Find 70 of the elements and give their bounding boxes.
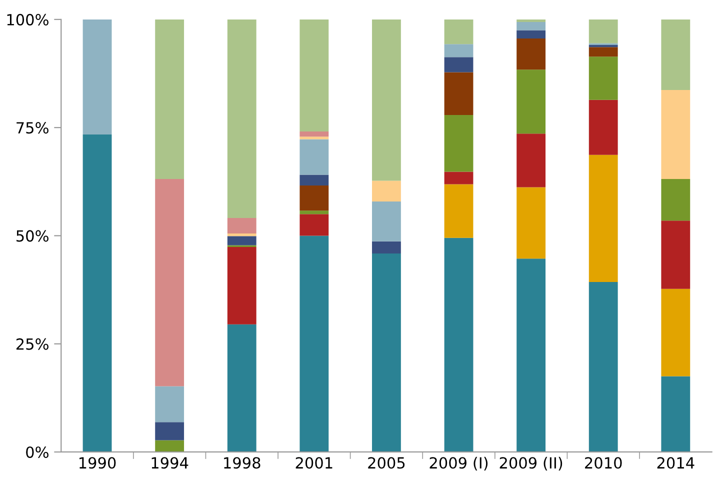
bar xyxy=(516,30,546,38)
bar xyxy=(516,70,546,134)
bar xyxy=(227,218,256,234)
bar xyxy=(516,22,546,30)
bar xyxy=(372,253,401,452)
bar xyxy=(588,19,618,44)
bar xyxy=(661,19,690,90)
x-tick-label: 1998 xyxy=(224,457,260,469)
bar xyxy=(227,236,256,246)
bar xyxy=(444,19,474,44)
y-tick-label: 0% xyxy=(26,446,48,458)
bar xyxy=(155,386,184,422)
x-tick-label: 2005 xyxy=(368,457,405,469)
x-tick-label: 2009 (II) xyxy=(500,456,562,470)
bar xyxy=(227,324,256,452)
bar xyxy=(516,187,546,259)
bar xyxy=(372,202,401,242)
bar xyxy=(516,38,546,70)
bar xyxy=(82,134,112,452)
bar xyxy=(444,115,474,172)
bar xyxy=(300,214,329,236)
bar xyxy=(300,131,329,137)
bar xyxy=(516,19,546,22)
bar xyxy=(155,179,184,386)
bar xyxy=(661,220,690,289)
bar xyxy=(300,210,329,214)
y-tick-label: 25% xyxy=(16,338,48,350)
bar xyxy=(588,44,618,48)
bar xyxy=(300,19,329,132)
x-tick-label: 2001 xyxy=(296,457,332,469)
bar xyxy=(372,19,401,181)
bar xyxy=(588,100,618,155)
bar xyxy=(300,236,329,452)
bar xyxy=(444,184,474,238)
bar xyxy=(227,234,256,236)
bar xyxy=(444,44,474,58)
x-tick-label: 1990 xyxy=(80,457,116,469)
bar xyxy=(155,440,184,452)
bar xyxy=(588,56,618,100)
bar xyxy=(372,180,401,202)
bar xyxy=(444,238,474,452)
bar xyxy=(588,154,618,282)
x-tick-label: 2010 xyxy=(585,457,622,469)
bar xyxy=(300,139,329,175)
bar xyxy=(516,258,546,452)
bar xyxy=(444,57,474,72)
bar xyxy=(661,90,690,180)
x-tick-label: 2009 (I) xyxy=(430,456,488,470)
bar xyxy=(588,282,618,452)
y-tick-label: 50% xyxy=(16,230,48,242)
x-tick-label: 2014 xyxy=(657,457,694,469)
bar xyxy=(516,134,546,188)
bar xyxy=(227,19,256,218)
bar xyxy=(227,246,256,324)
bar xyxy=(300,136,329,140)
bar xyxy=(661,376,690,452)
bar xyxy=(588,47,618,57)
bar xyxy=(444,172,474,184)
bar xyxy=(372,241,401,254)
x-tick-label: 1994 xyxy=(152,457,188,469)
bar xyxy=(155,422,184,440)
y-tick-label: 100% xyxy=(7,14,48,26)
bar xyxy=(155,19,184,180)
bar xyxy=(300,186,329,211)
bar xyxy=(82,19,112,134)
bar xyxy=(661,288,690,376)
bar xyxy=(300,174,329,186)
y-tick-label: 75% xyxy=(16,122,48,134)
bar xyxy=(661,179,690,221)
bar xyxy=(444,72,474,116)
